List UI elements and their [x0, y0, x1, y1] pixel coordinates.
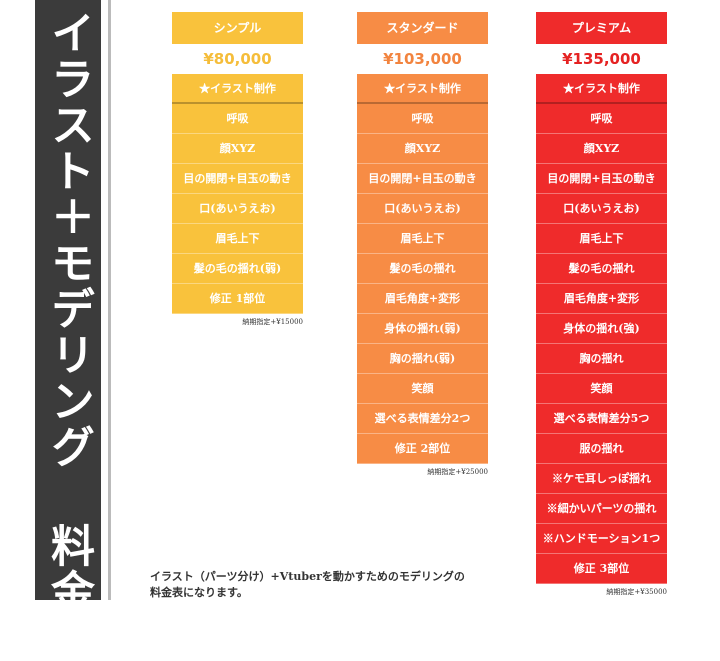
plan-name: プレミアム — [536, 12, 667, 44]
feature: 呼吸 — [172, 104, 303, 134]
feature: 目の開閉+目玉の動き — [357, 164, 488, 194]
feature: ※ハンドモーション1つ — [536, 524, 667, 554]
plan-price: ¥135,000 — [536, 44, 667, 74]
feature: 髪の毛の揺れ(弱) — [172, 254, 303, 284]
feature: ★イラスト制作 — [536, 74, 667, 104]
plan-note: 納期指定+¥25000 — [427, 468, 488, 476]
feature: 笑顔 — [536, 374, 667, 404]
feature: 身体の揺れ(強) — [536, 314, 667, 344]
feature: 眉毛角度+変形 — [536, 284, 667, 314]
plan-price: ¥80,000 — [172, 44, 303, 74]
plan-column: スタンダード ¥103,000 ★イラスト制作 呼吸 顔XYZ 目の開閉+目玉の動き 口(あ… — [357, 12, 488, 477]
plan-name: スタンダード — [357, 12, 488, 44]
feature: 眉毛上下 — [172, 224, 303, 254]
feature: 髪の毛の揺れ — [536, 254, 667, 284]
description-line: 料金表になります。 — [150, 586, 248, 599]
feature: 胸の揺れ — [536, 344, 667, 374]
feature: 顔XYZ — [172, 134, 303, 164]
feature: 口(あいうえお) — [172, 194, 303, 224]
feature: 眉毛角度+変形 — [357, 284, 488, 314]
plan-price: ¥103,000 — [357, 44, 488, 74]
feature: 顔XYZ — [536, 134, 667, 164]
feature: ★イラスト制作 — [357, 74, 488, 104]
feature: 呼吸 — [536, 104, 667, 134]
feature: ※細かいパーツの揺れ — [536, 494, 667, 524]
title-band — [35, 0, 101, 600]
plan-name: シンプル — [172, 12, 303, 44]
feature: 修正 2部位 — [357, 434, 488, 464]
feature: 選べる表情差分2つ — [357, 404, 488, 434]
feature: 修正 3部位 — [536, 554, 667, 584]
plan-column: シンプル ¥80,000 ★イラスト制作 呼吸 顔XYZ 目の開閉+目玉の動き 口(あいうえ… — [172, 12, 303, 327]
feature: 服の揺れ — [536, 434, 667, 464]
feature: 修正 1部位 — [172, 284, 303, 314]
feature: 胸の揺れ(弱) — [357, 344, 488, 374]
page: イラスト＋モデリング 料金表 シンプル ¥80,000 ★イラスト制作 呼吸 顔XYZ 目… — [35, 0, 667, 661]
description: イラスト（パーツ分け）+Vtuberを動かすためのモデリングの 料金表になります… — [150, 569, 465, 601]
feature: 目の開閉+目玉の動き — [172, 164, 303, 194]
page-title: イラスト＋モデリング 料金表 — [43, 10, 94, 661]
description-line: イラスト（パーツ分け）+Vtuberを動かすためのモデリングの — [150, 570, 465, 583]
feature: 選べる表情差分5つ — [536, 404, 667, 434]
feature: 呼吸 — [357, 104, 488, 134]
feature: 眉毛上下 — [357, 224, 488, 254]
feature: ★イラスト制作 — [172, 74, 303, 104]
feature: 目の開閉+目玉の動き — [536, 164, 667, 194]
feature: 口(あいうえお) — [357, 194, 488, 224]
feature: 口(あいうえお) — [536, 194, 667, 224]
feature: ※ケモ耳しっぽ揺れ — [536, 464, 667, 494]
plan-note: 納期指定+¥35000 — [606, 588, 667, 596]
divider — [108, 0, 111, 600]
feature: 笑顔 — [357, 374, 488, 404]
feature: 顔XYZ — [357, 134, 488, 164]
feature: 髪の毛の揺れ — [357, 254, 488, 284]
feature: 眉毛上下 — [536, 224, 667, 254]
feature: 身体の揺れ(弱) — [357, 314, 488, 344]
plan-note: 納期指定+¥15000 — [242, 318, 303, 326]
plan-column: プレミアム ¥135,000 ★イラスト制作 呼吸 顔XYZ 目の開閉+目玉の動き 口(あい… — [536, 12, 667, 597]
